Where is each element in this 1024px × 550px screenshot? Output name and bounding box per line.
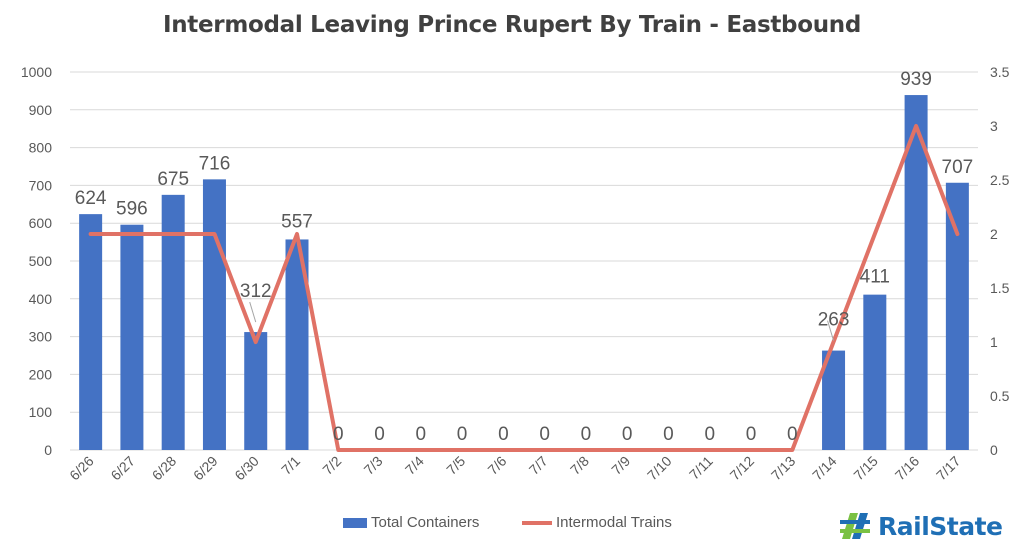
railstate-logo-icon: [840, 513, 870, 539]
x-tick-label: 6/30: [231, 453, 262, 484]
bar: [244, 332, 268, 450]
y-right-tick-label: 2: [990, 226, 998, 242]
x-tick-label: 7/5: [443, 453, 468, 478]
x-tick-label: 7/11: [686, 453, 716, 483]
bar: [863, 294, 887, 450]
y-left-tick-label: 100: [29, 404, 53, 420]
chart-title: Intermodal Leaving Prince Rupert By Trai…: [162, 12, 862, 38]
data-label: 0: [663, 424, 674, 445]
x-tick-label: 7/17: [933, 453, 964, 484]
y-axis-left: 0 100 200 300 400 500 600 700 800 900 1000: [21, 64, 52, 458]
y-left-tick-label: 400: [29, 291, 53, 307]
y-left-tick-label: 600: [29, 215, 53, 231]
line-intermodal-trains: [88, 124, 960, 452]
x-tick-label: 7/9: [608, 453, 633, 478]
data-label: 312: [240, 281, 272, 302]
y-right-tick-label: 3: [990, 118, 998, 134]
data-label: 557: [281, 211, 313, 232]
x-tick-label: 6/28: [149, 453, 180, 484]
data-label: 675: [157, 169, 189, 190]
data-labels: 624 596 675 716 312 557 0 0 0 0 0 0 0 0 0 0 0 0 263 411 939 7…: [75, 69, 973, 445]
data-label: 707: [942, 157, 974, 178]
x-tick-label: 6/26: [66, 453, 97, 484]
line-series: [88, 124, 960, 452]
data-label: 0: [704, 424, 715, 445]
leader-line: [249, 301, 257, 323]
y-right-tick-label: 0: [990, 442, 998, 458]
data-label: 0: [416, 424, 427, 445]
y-right-tick-label: 2.5: [990, 172, 1010, 188]
legend-swatch-bar: [343, 517, 367, 528]
leader-line: [827, 320, 835, 341]
data-label: 0: [622, 424, 633, 445]
x-tick-label: 7/8: [567, 453, 592, 478]
railstate-logo-text: RailState: [878, 511, 1003, 541]
x-axis: 6/26 6/27 6/28 6/29 6/30 7/1 7/2 7/3 7/4 7/5 7/6 7/…: [66, 453, 963, 484]
bar: [945, 182, 969, 450]
bar: [822, 350, 846, 450]
bar: [79, 214, 103, 450]
railstate-logo: RailState: [838, 509, 1003, 543]
data-label: 0: [333, 424, 344, 445]
y-right-tick-label: 3.5: [990, 64, 1010, 80]
y-left-tick-label: 300: [29, 329, 53, 345]
legend-item-total-containers: Total Containers: [343, 514, 479, 531]
x-tick-label: 7/14: [809, 453, 840, 484]
y-left-tick-label: 900: [29, 102, 53, 118]
data-label: 0: [457, 424, 468, 445]
data-label: 0: [787, 424, 798, 445]
x-tick-label: 7/2: [319, 453, 344, 478]
x-tick-label: 7/15: [850, 453, 881, 484]
data-label: 939: [900, 69, 932, 90]
x-tick-label: 7/6: [484, 453, 509, 478]
legend-label: Total Containers: [371, 514, 480, 531]
x-tick-label: 7/10: [644, 453, 675, 484]
bar: [202, 179, 226, 451]
bar: [285, 239, 309, 450]
data-label: 0: [581, 424, 592, 445]
data-label: 411: [860, 267, 890, 288]
x-tick-label: 7/1: [278, 453, 303, 478]
y-left-tick-label: 700: [29, 177, 53, 193]
x-tick-label: 6/29: [190, 453, 221, 484]
data-label: 0: [498, 424, 509, 445]
data-label: 0: [539, 424, 550, 445]
data-label: 0: [746, 424, 757, 445]
bar: [120, 224, 144, 450]
x-tick-label: 7/16: [892, 453, 923, 484]
data-label: 596: [116, 199, 148, 220]
y-left-tick-label: 500: [29, 253, 53, 269]
y-right-tick-label: 1: [990, 334, 998, 350]
data-label: 263: [818, 310, 850, 331]
y-right-tick-label: 0.5: [990, 388, 1010, 404]
x-tick-label: 7/3: [361, 453, 386, 478]
x-tick-label: 7/12: [727, 453, 758, 484]
y-axis-right: 0 0.5 1 1.5 2 2.5 3 3.5: [990, 64, 1010, 458]
bar: [161, 194, 185, 450]
data-label: 716: [199, 153, 231, 174]
x-tick-label: 7/13: [768, 453, 799, 484]
y-left-tick-label: 0: [44, 442, 52, 458]
data-label: 624: [75, 188, 107, 209]
y-left-tick-label: 1000: [21, 64, 52, 80]
x-tick-label: 7/4: [402, 453, 427, 478]
legend-item-intermodal-trains: Intermodal Trains: [522, 514, 672, 531]
data-label: 0: [374, 424, 385, 445]
y-left-tick-label: 200: [29, 366, 53, 382]
legend-swatch-line: [522, 520, 552, 525]
bar-series: [79, 95, 969, 451]
bar: [904, 95, 928, 451]
y-right-tick-label: 1.5: [990, 280, 1010, 296]
y-left-tick-label: 800: [29, 140, 53, 156]
legend-label: Intermodal Trains: [556, 514, 672, 531]
x-tick-label: 7/7: [526, 453, 551, 478]
x-tick-label: 6/27: [107, 453, 138, 484]
